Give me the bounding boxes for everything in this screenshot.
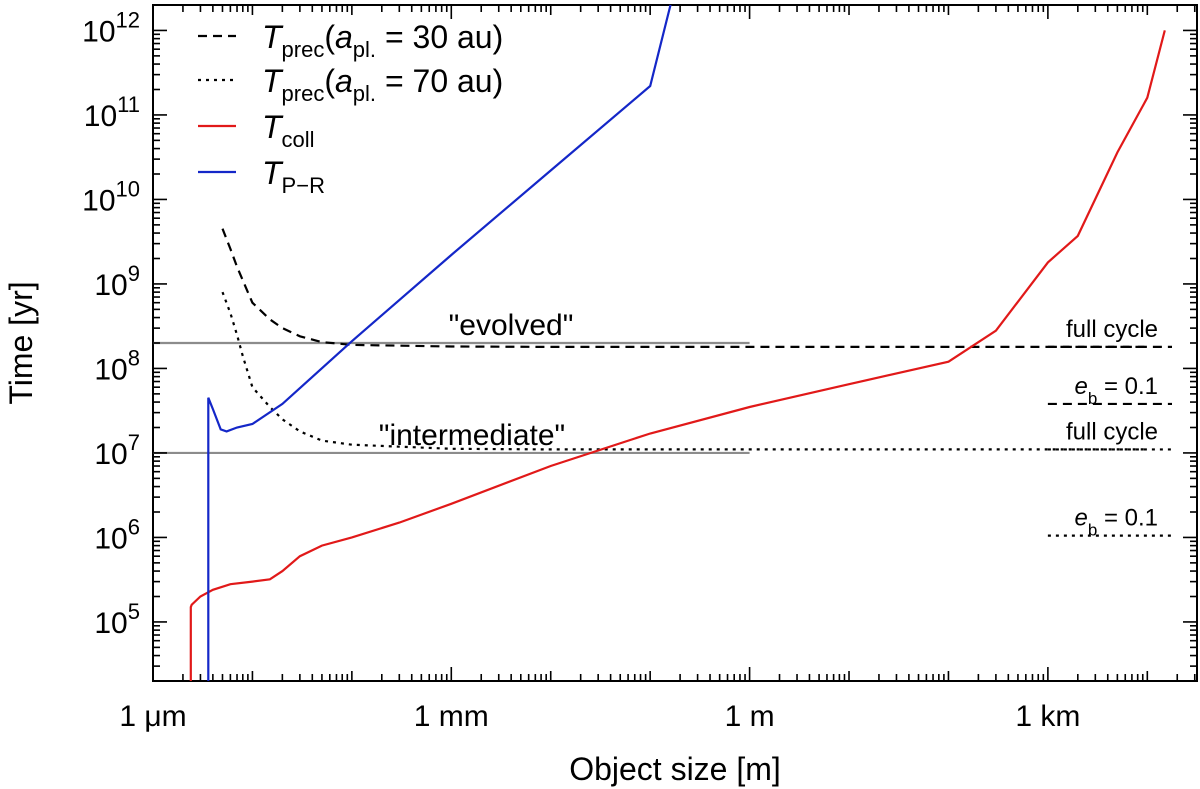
y-axis-title: Time [yr] — [3, 281, 39, 404]
y-tick-label-4: 109 — [94, 261, 140, 302]
side-segment-label-0: full cycle — [1066, 316, 1158, 343]
x-tick-label-1: 1 mm — [414, 700, 489, 733]
y-tick-label-0: 105 — [94, 599, 140, 640]
legend-label-tprec30: Tprec(apl. = 30 au) — [262, 19, 503, 62]
side-segment-label-2: full cycle — [1066, 418, 1158, 445]
x-tick-label-3: 1 km — [1015, 700, 1080, 733]
y-tick-label-1: 106 — [94, 514, 140, 555]
y-tick-label-3: 108 — [94, 345, 140, 386]
x-axis-title: Object size [m] — [569, 751, 781, 787]
side-segment-label-3: eb = 0.1 — [1074, 505, 1158, 540]
legend-label-tcoll: Tcoll — [262, 109, 315, 152]
series-line-tcoll — [189, 30, 1166, 681]
y-tick-label-5: 1010 — [82, 176, 140, 217]
y-tick-label-6: 1011 — [84, 92, 140, 133]
reference-label-1: "intermediate" — [379, 419, 565, 452]
legend-label-tpr: TP−R — [262, 155, 325, 198]
legend-label-tprec70: Tprec(apl. = 70 au) — [262, 63, 503, 106]
series-line-tpr — [207, 4, 672, 681]
y-tick-label-2: 107 — [94, 430, 140, 471]
x-tick-label-0: 1 μm — [119, 700, 186, 733]
y-tick-label-7: 1012 — [82, 7, 140, 48]
side-segment-label-1: eb = 0.1 — [1074, 373, 1158, 408]
x-tick-label-2: 1 m — [725, 700, 775, 733]
reference-label-0: "evolved" — [449, 309, 574, 342]
series-line-tprec30 — [221, 228, 1148, 348]
